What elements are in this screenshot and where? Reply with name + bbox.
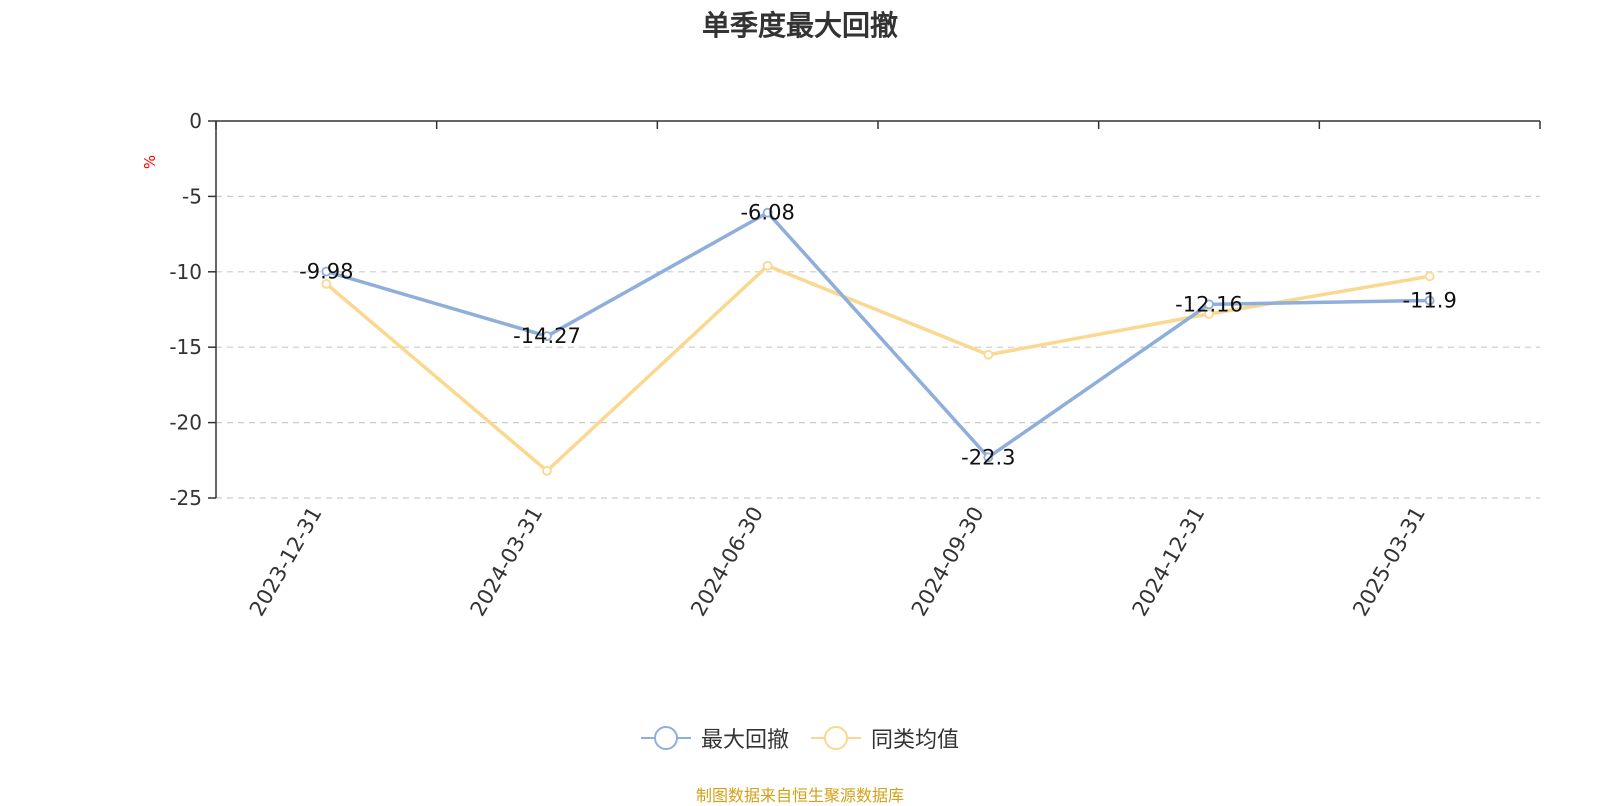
x-tick-label: 2024-12-31 xyxy=(1128,503,1210,621)
series-lines xyxy=(321,207,1435,476)
data-point xyxy=(542,331,552,342)
legend-label: 同类均值 xyxy=(871,728,960,753)
data-label: -12.16 xyxy=(1175,292,1243,316)
y-tick-label: -20 xyxy=(169,411,202,435)
data-label: -14.27 xyxy=(513,324,581,348)
series-line xyxy=(324,264,1432,473)
data-point xyxy=(1204,299,1214,310)
data-point xyxy=(321,266,332,277)
chart-title: 单季度最大回撤 xyxy=(701,9,898,42)
x-tick-label: 2024-09-30 xyxy=(907,502,989,620)
data-point xyxy=(321,278,332,289)
y-tick-label: -25 xyxy=(169,486,202,510)
data-point xyxy=(1424,271,1435,282)
legend-label: 最大回撤 xyxy=(700,728,789,753)
axes: 0 -5 -10 -15 -20 -25 2023-12-31 2024-03-31 2024-… xyxy=(141,109,1541,621)
data-point xyxy=(1424,295,1435,306)
grid-lines xyxy=(216,195,1540,499)
data-labels: -9.98 -14.27 -6.08 -22.3 -12.16 -11.9 xyxy=(299,201,1457,470)
y-axis-unit-label: % xyxy=(141,155,159,169)
x-tick-label: 2025-03-31 xyxy=(1348,503,1430,621)
data-point xyxy=(1204,309,1214,319)
x-tick-label: 2023-12-31 xyxy=(245,503,327,621)
legend-item-peer-average[interactable]: 同类均值 xyxy=(811,722,959,754)
series-line xyxy=(324,210,1432,460)
y-tick-label: -10 xyxy=(169,260,202,284)
y-tick-label: 0 xyxy=(189,109,202,133)
legend: 最大回撤 同类均值 xyxy=(0,722,1600,754)
data-point xyxy=(762,260,773,271)
y-tick-label: -15 xyxy=(169,335,202,359)
data-label: -22.3 xyxy=(961,445,1015,469)
data-label: -9.98 xyxy=(299,259,353,283)
x-tick-label: 2024-06-30 xyxy=(686,503,768,621)
data-point xyxy=(762,207,773,218)
legend-item-max-drawdown[interactable]: 最大回撤 xyxy=(640,722,789,754)
legend-line-circle-icon xyxy=(811,724,861,752)
legend-line-circle-icon xyxy=(640,724,691,752)
data-label: -11.9 xyxy=(1402,288,1456,312)
data-point xyxy=(983,349,994,360)
data-point xyxy=(542,465,552,476)
data-source-note: 制图数据来自恒生聚源数据库 xyxy=(695,786,904,805)
x-tick-label: 2024-03-31 xyxy=(466,503,548,621)
data-label: -6.08 xyxy=(740,201,794,225)
data-point xyxy=(983,452,994,463)
y-tick-label: -5 xyxy=(182,184,202,208)
